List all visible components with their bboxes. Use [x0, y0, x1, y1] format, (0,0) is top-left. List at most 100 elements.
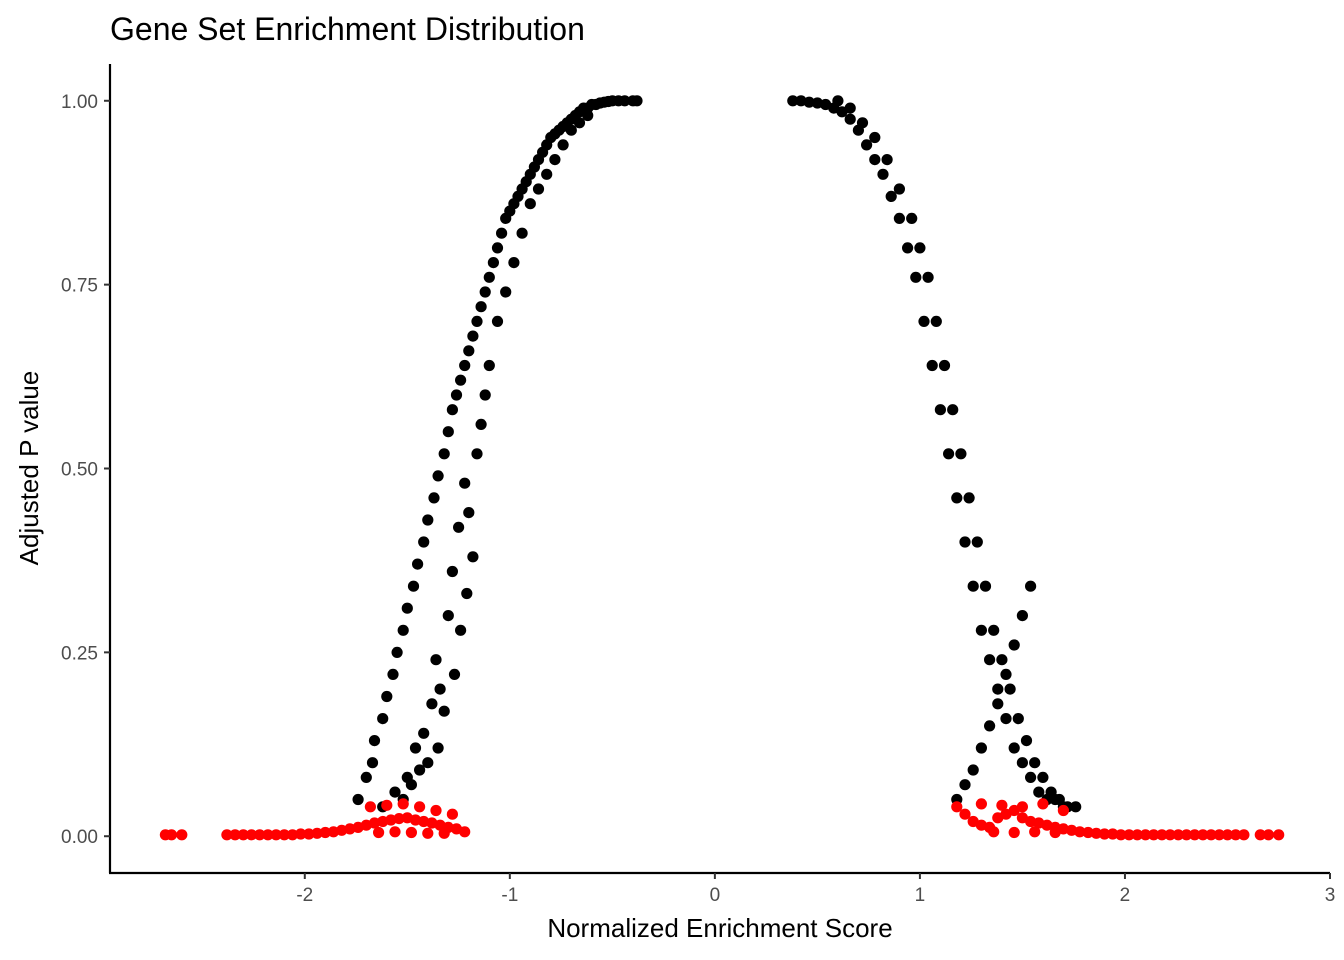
data-point — [393, 813, 405, 825]
data-point — [885, 190, 897, 202]
data-point — [541, 168, 553, 180]
y-tick-label: 0.50 — [61, 460, 98, 481]
data-point — [432, 742, 444, 754]
data-point — [446, 565, 458, 578]
data-point — [368, 735, 381, 747]
data-point — [1197, 829, 1209, 841]
data-point — [450, 389, 463, 401]
data-point — [245, 829, 258, 841]
data-point — [1025, 771, 1037, 784]
data-point — [996, 654, 1008, 666]
data-point — [975, 624, 988, 636]
data-point — [165, 829, 178, 841]
data-point — [582, 109, 594, 122]
data-point — [877, 168, 889, 180]
data-point — [496, 227, 508, 239]
data-point — [1037, 771, 1049, 784]
data-point — [453, 521, 465, 533]
data-point — [1025, 580, 1037, 592]
data-point — [397, 798, 409, 810]
data-point — [397, 624, 409, 636]
data-point — [360, 771, 372, 784]
data-point — [914, 242, 926, 254]
data-point — [1273, 829, 1285, 841]
data-point — [557, 139, 569, 151]
data-point — [471, 448, 483, 460]
data-point — [988, 624, 1000, 636]
data-point — [1016, 801, 1028, 813]
data-point — [1008, 826, 1020, 839]
data-point — [971, 536, 983, 548]
data-point — [254, 829, 266, 841]
data-point — [295, 828, 307, 840]
data-point — [508, 257, 520, 269]
data-point — [422, 514, 434, 526]
data-point — [1000, 668, 1012, 681]
x-tick-label: 1 — [915, 885, 926, 906]
x-tick-label: -1 — [501, 885, 518, 906]
data-point — [491, 242, 504, 254]
data-point — [479, 389, 491, 401]
data-point — [934, 404, 947, 416]
points-layer — [159, 95, 1285, 841]
data-point — [303, 828, 315, 840]
data-point — [844, 102, 856, 114]
data-point — [951, 801, 963, 813]
chart-title: Gene Set Enrichment Distribution — [110, 11, 585, 47]
data-point — [787, 95, 799, 107]
data-point — [988, 826, 1000, 838]
data-point — [1131, 829, 1143, 841]
data-point — [434, 683, 446, 695]
data-point — [463, 506, 475, 519]
data-point — [364, 801, 376, 813]
data-point — [1189, 829, 1201, 841]
data-point — [631, 95, 643, 107]
data-point — [1262, 829, 1275, 841]
data-point — [967, 764, 979, 776]
x-ticks: -2 -1 0 1 2 3 — [296, 873, 1335, 906]
data-point — [1164, 829, 1176, 841]
data-point — [869, 154, 881, 166]
data-point — [992, 698, 1004, 710]
data-point — [430, 804, 442, 817]
data-point — [856, 117, 869, 129]
data-point — [373, 826, 385, 839]
data-point — [418, 536, 430, 548]
data-point — [278, 829, 290, 841]
data-point — [479, 286, 491, 298]
data-point — [832, 95, 844, 107]
data-point — [389, 786, 401, 798]
data-point — [381, 799, 393, 811]
data-point — [1172, 829, 1184, 841]
data-point — [1254, 829, 1266, 841]
data-point — [984, 720, 996, 732]
data-point — [432, 470, 444, 482]
data-point — [1238, 829, 1250, 841]
data-point — [1115, 829, 1127, 841]
data-point — [1156, 829, 1168, 841]
data-point — [442, 610, 454, 622]
data-point — [459, 477, 471, 489]
data-point — [487, 257, 499, 269]
data-point — [405, 826, 417, 839]
data-point — [532, 183, 545, 195]
data-point — [414, 801, 426, 813]
data-point — [483, 271, 495, 283]
x-tick-label: 0 — [710, 885, 721, 906]
data-point — [869, 131, 881, 144]
data-point — [922, 271, 934, 283]
data-point — [448, 668, 461, 681]
data-point — [565, 124, 577, 136]
data-point — [1230, 829, 1242, 841]
data-point — [926, 359, 938, 372]
data-point — [1008, 639, 1020, 651]
data-point — [1205, 829, 1217, 841]
data-point — [893, 212, 906, 224]
data-point — [959, 808, 971, 820]
y-tick-label: 0.75 — [61, 276, 98, 297]
data-point — [430, 654, 442, 666]
data-point — [1139, 829, 1152, 841]
data-point — [910, 271, 922, 283]
y-axis-title: Adjusted P value — [14, 371, 44, 566]
